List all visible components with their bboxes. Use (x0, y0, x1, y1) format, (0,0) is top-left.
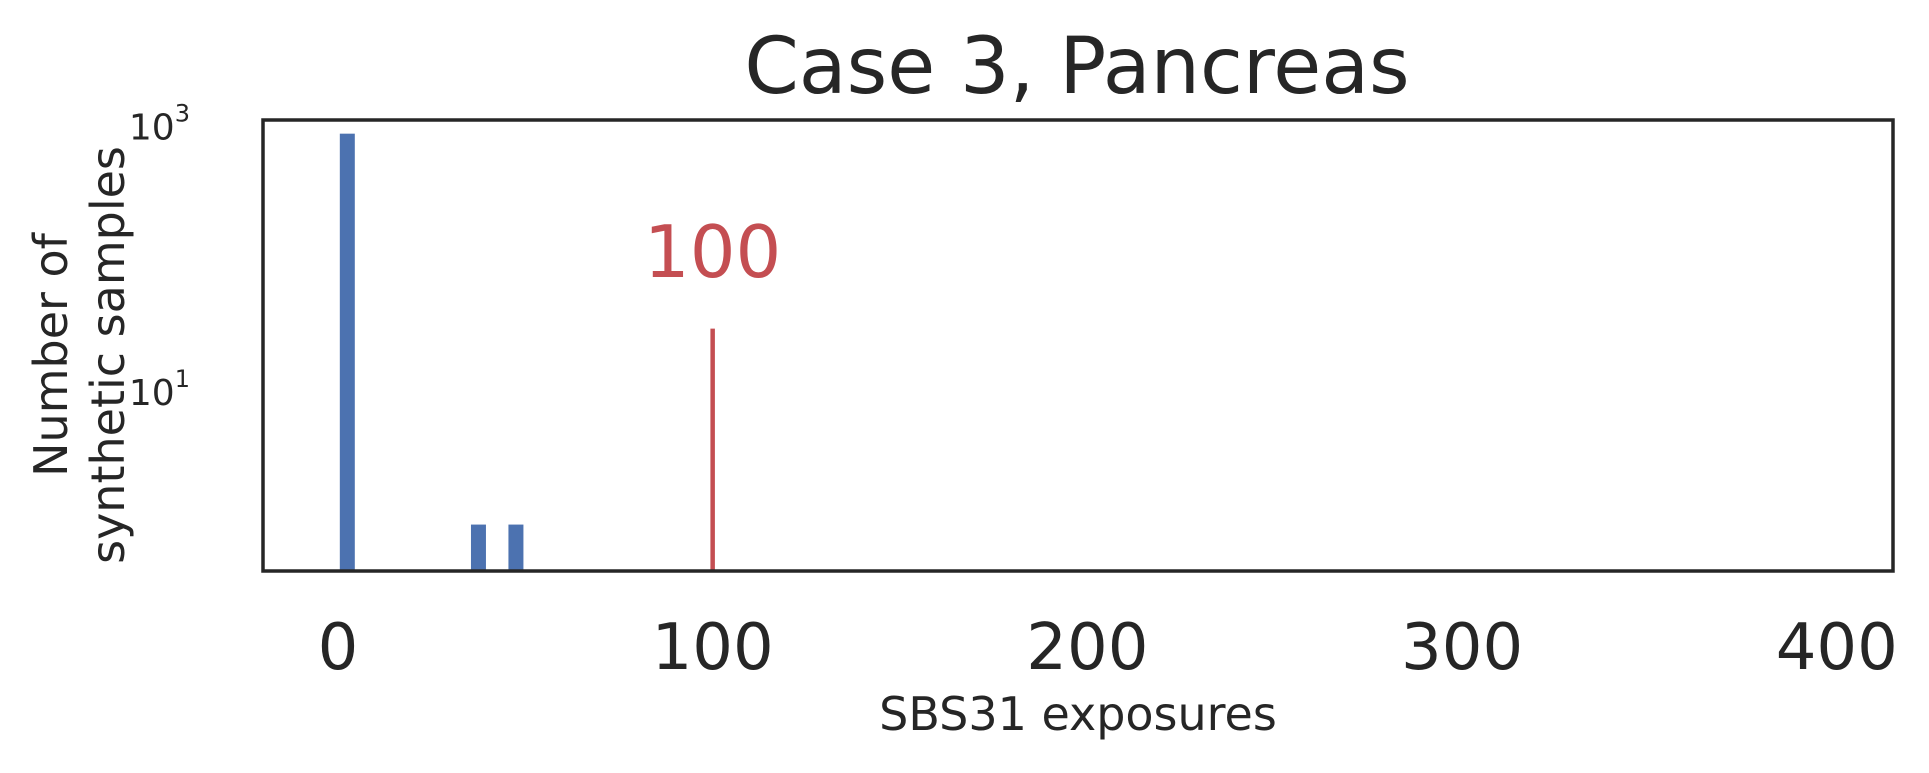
x-tick-label-1: 0 (318, 611, 359, 685)
histogram-bars (339, 133, 524, 571)
chart-title: Case 3, Pancreas (744, 22, 1409, 112)
x-axis-label: SBS31 exposures (879, 687, 1277, 741)
x-tick-label-5: 400 (1776, 611, 1898, 685)
histogram-bar-3 (508, 524, 524, 571)
histogram-bar-2 (470, 524, 486, 571)
y-tick-label-2: 103 (129, 100, 190, 149)
x-tick-label-4: 300 (1401, 611, 1523, 685)
y-axis-label-line-2: synthetic samples (81, 146, 135, 564)
marker-group: 100 (644, 210, 781, 571)
y-tick-labels: 101 103 (129, 100, 190, 414)
y-axis-label: Number of synthetic samples (24, 146, 135, 564)
y-axis-label-line-1: Number of (24, 231, 78, 477)
x-tick-label-3: 200 (1026, 611, 1148, 685)
marker-label: 100 (644, 210, 781, 294)
x-tick-labels: 0 100 200 300 400 (318, 611, 1898, 685)
histogram-bar-1 (339, 133, 355, 571)
y-tick-label-1: 101 (129, 365, 190, 414)
x-tick-label-2: 100 (652, 611, 774, 685)
plot-frame (261, 118, 1895, 573)
